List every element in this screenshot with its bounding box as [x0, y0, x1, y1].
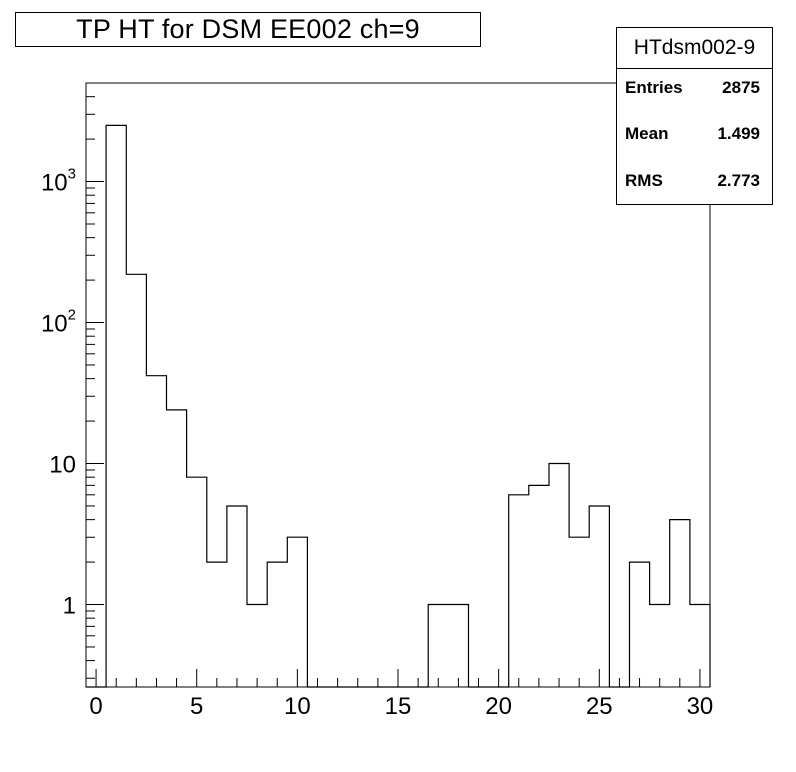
x-axis-tick-labels: 0 5 10 15 20 25 30 — [89, 693, 713, 720]
histogram-bin — [247, 605, 267, 687]
stats-row-entries: Entries 2875 — [625, 78, 760, 98]
histogram-bin — [670, 520, 690, 687]
y-tick-label: 102 — [41, 307, 76, 338]
x-tick-label: 5 — [190, 693, 203, 720]
stats-box: HTdsm002-9 Entries 2875 Mean 1.499 RMS 2… — [616, 27, 773, 205]
histogram-bin — [448, 605, 468, 687]
chart-title-box: TP HT for DSM EE002 ch=9 — [15, 12, 481, 47]
histogram-outline — [86, 124, 711, 688]
histogram-bin — [589, 506, 609, 687]
histogram-bins — [106, 125, 710, 687]
chart-title: TP HT for DSM EE002 ch=9 — [76, 14, 420, 44]
x-tick-label: 25 — [586, 693, 613, 720]
histogram-bin — [287, 537, 307, 687]
x-tick-label: 0 — [89, 693, 102, 720]
histogram-bin — [509, 495, 529, 687]
histogram-bin — [267, 562, 287, 687]
y-tick-label: 10 — [49, 452, 76, 479]
stats-rms-label: RMS — [625, 171, 663, 190]
histogram-bin — [207, 562, 227, 687]
histogram-bin — [529, 485, 549, 687]
stats-entries-label: Entries — [625, 78, 683, 97]
histogram-bin — [126, 274, 146, 687]
stats-row-mean: Mean 1.499 — [625, 124, 760, 144]
x-tick-label: 10 — [284, 693, 311, 720]
histogram-bin — [227, 506, 247, 687]
x-tick-label: 20 — [485, 693, 512, 720]
histogram-bin — [629, 562, 649, 687]
histogram-bin — [650, 605, 670, 687]
stats-row-rms: RMS 2.773 — [625, 171, 760, 191]
histogram-bin — [569, 537, 589, 687]
axis-ticks — [86, 82, 701, 687]
histogram-bin — [167, 410, 187, 687]
y-tick-label: 103 — [41, 166, 76, 197]
stats-mean-value: 1.499 — [717, 124, 760, 143]
stats-mean-label: Mean — [625, 124, 669, 143]
histogram-bin — [106, 125, 126, 687]
y-tick-label: 1 — [63, 593, 76, 620]
histogram-bin — [428, 605, 448, 687]
x-tick-label: 30 — [687, 693, 714, 720]
stats-rms-value: 2.773 — [717, 171, 760, 190]
y-axis-tick-labels: 1 10 102 103 — [41, 166, 76, 620]
histogram-bin — [549, 464, 569, 687]
stats-histogram-name: HTdsm002-9 — [617, 28, 772, 69]
histogram-bin — [146, 376, 166, 687]
x-tick-label: 15 — [385, 693, 412, 720]
histogram-bin — [187, 477, 207, 687]
stats-entries-value: 2875 — [722, 78, 760, 97]
